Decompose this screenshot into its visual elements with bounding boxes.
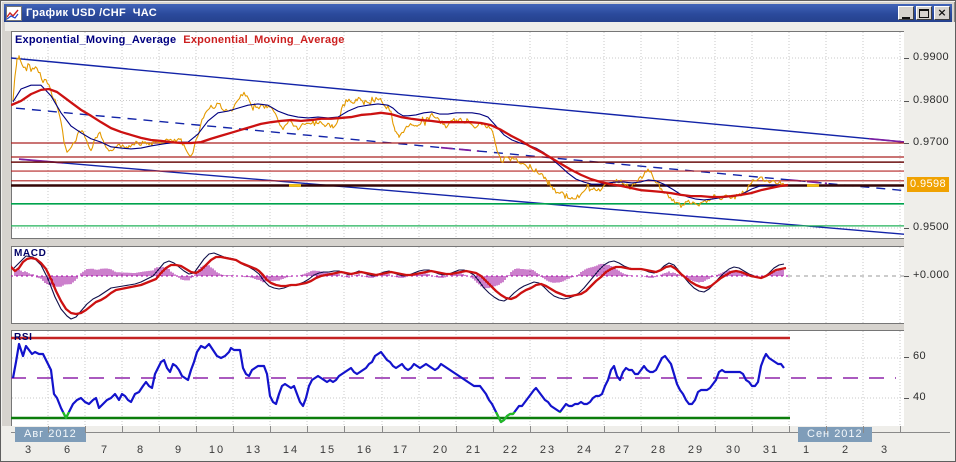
day-label: 22 <box>502 444 520 456</box>
date-tick <box>270 426 271 433</box>
minimize-button[interactable] <box>898 6 914 20</box>
price-axis: 0.9598 0.9900 0.9800 0.9700 0.9500 +0.000 60 4… <box>904 22 955 426</box>
axis-value-label: 60 <box>913 350 927 362</box>
axis-value-label: 40 <box>913 391 927 403</box>
date-tick <box>493 426 494 433</box>
maximize-button[interactable] <box>916 6 932 20</box>
date-tick <box>715 426 716 433</box>
date-tick <box>604 426 605 433</box>
axis-tick <box>904 101 909 102</box>
date-tick <box>826 426 827 433</box>
day-label: 2 <box>841 444 851 456</box>
day-label: 7 <box>100 444 110 456</box>
axis-line <box>11 432 950 433</box>
current-price-badge: 0.9598 <box>907 177 950 192</box>
axis-value-label: +0.000 <box>913 269 950 281</box>
macd-panel[interactable] <box>11 246 905 324</box>
day-label: 8 <box>136 444 146 456</box>
date-tick <box>567 426 568 433</box>
date-tick <box>456 426 457 433</box>
axis-tick <box>904 143 909 144</box>
date-tick <box>233 426 234 433</box>
day-label: 6 <box>63 444 73 456</box>
chart-icon <box>6 5 22 21</box>
macd-panel-label: MACD <box>14 248 47 259</box>
window-title: График USD /CHF ЧАС <box>26 7 158 19</box>
maximize-icon <box>919 9 929 18</box>
rsi-panel-label: RSI <box>14 332 33 343</box>
axis-tick <box>904 357 909 358</box>
legend-ema-blue: Exponential_Moving_Average <box>15 34 177 46</box>
day-label: 3 <box>880 444 890 456</box>
day-label: 13 <box>245 444 263 456</box>
axis-tick <box>904 276 909 277</box>
date-tick <box>159 426 160 433</box>
top-margin <box>5 22 951 31</box>
date-tick <box>196 426 197 433</box>
date-tick <box>900 426 901 433</box>
day-label: 16 <box>356 444 374 456</box>
day-label: 10 <box>208 444 226 456</box>
axis-tick <box>904 58 909 59</box>
title-bar[interactable]: График USD /CHF ЧАС × <box>4 4 952 22</box>
day-label: 9 <box>174 444 184 456</box>
day-label: 14 <box>282 444 300 456</box>
day-label: 27 <box>614 444 632 456</box>
date-tick <box>307 426 308 433</box>
day-label: 3 <box>24 444 34 456</box>
day-label: 28 <box>650 444 668 456</box>
date-tick <box>789 426 790 433</box>
date-tick <box>122 426 123 433</box>
date-tick <box>419 426 420 433</box>
axis-tick <box>904 398 909 399</box>
main-chart-canvas[interactable] <box>11 31 905 239</box>
day-label: 31 <box>762 444 780 456</box>
minimize-icon <box>902 16 910 19</box>
date-tick <box>678 426 679 433</box>
date-tick <box>530 426 531 433</box>
day-label: 21 <box>465 444 483 456</box>
rsi-canvas[interactable] <box>11 330 905 428</box>
close-icon: × <box>937 6 947 19</box>
day-label: 20 <box>432 444 450 456</box>
day-label: 23 <box>539 444 557 456</box>
day-label: 1 <box>802 444 812 456</box>
day-label: 24 <box>576 444 594 456</box>
indicator-legend: Exponential_Moving_Average Exponential_Mo… <box>15 34 352 46</box>
day-label: 30 <box>725 444 743 456</box>
axis-value-label: 0.9900 <box>913 51 950 63</box>
date-tick <box>641 426 642 433</box>
legend-ema-red: Exponential_Moving_Average <box>183 34 345 46</box>
month-badge-aug: Авг 2012 <box>15 427 86 442</box>
axis-value-label: 0.9800 <box>913 94 950 106</box>
axis-value-label: 0.9500 <box>913 221 950 233</box>
date-tick <box>752 426 753 433</box>
date-tick <box>382 426 383 433</box>
day-label: 29 <box>687 444 705 456</box>
macd-canvas[interactable] <box>11 246 905 324</box>
month-badge-sep: Сен 2012 <box>798 427 872 442</box>
date-tick <box>85 426 86 433</box>
day-label: 15 <box>319 444 337 456</box>
axis-value-label: 0.9700 <box>913 136 950 148</box>
date-tick <box>344 426 345 433</box>
day-label: 17 <box>392 444 410 456</box>
axis-tick <box>904 228 909 229</box>
date-tick <box>48 426 49 433</box>
date-axis: Авг 2012 Сен 2012 3 6 7 8 9 10 13 14 15 16 17 20 21 2… <box>1 426 955 461</box>
close-button[interactable]: × <box>934 6 950 20</box>
date-tick <box>863 426 864 433</box>
